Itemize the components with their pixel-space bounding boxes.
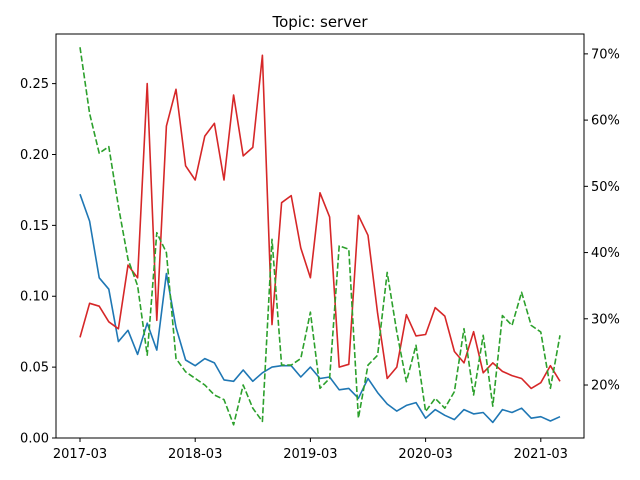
y-tick-label: 0.10 (20, 290, 49, 305)
x-tick-label: 2018-03 (168, 447, 222, 462)
x-tick-label: 2019-03 (283, 447, 337, 462)
y2-tick-label: 60% (591, 114, 620, 129)
y2-tick-label: 30% (591, 312, 620, 327)
y2-tick-label: 50% (591, 180, 620, 195)
y2-tick-label: 40% (591, 246, 620, 261)
plot-frame (55, 33, 585, 439)
series-line-3 (79, 47, 561, 426)
chart-title: Topic: server (271, 13, 368, 31)
series-line-1 (79, 193, 561, 424)
y-tick-label: 0.25 (20, 77, 49, 92)
x-tick-label: 2017-03 (53, 447, 107, 462)
y2-tick-label: 20% (591, 379, 620, 394)
y-tick-label: 0.20 (20, 148, 49, 163)
x-tick-label: 2021-03 (514, 447, 568, 462)
y-tick-label: 0.05 (20, 361, 49, 376)
y-tick-label: 0.15 (20, 219, 49, 234)
y2-tick-label: 70% (591, 47, 620, 62)
x-tick-label: 2020-03 (398, 447, 452, 462)
axes-layer: 2017-03 2018-03 2019-03 2020-03 2021-03 0.00 0… (20, 33, 620, 462)
series-layer (79, 47, 561, 426)
y-tick-label: 0.00 (20, 432, 49, 447)
